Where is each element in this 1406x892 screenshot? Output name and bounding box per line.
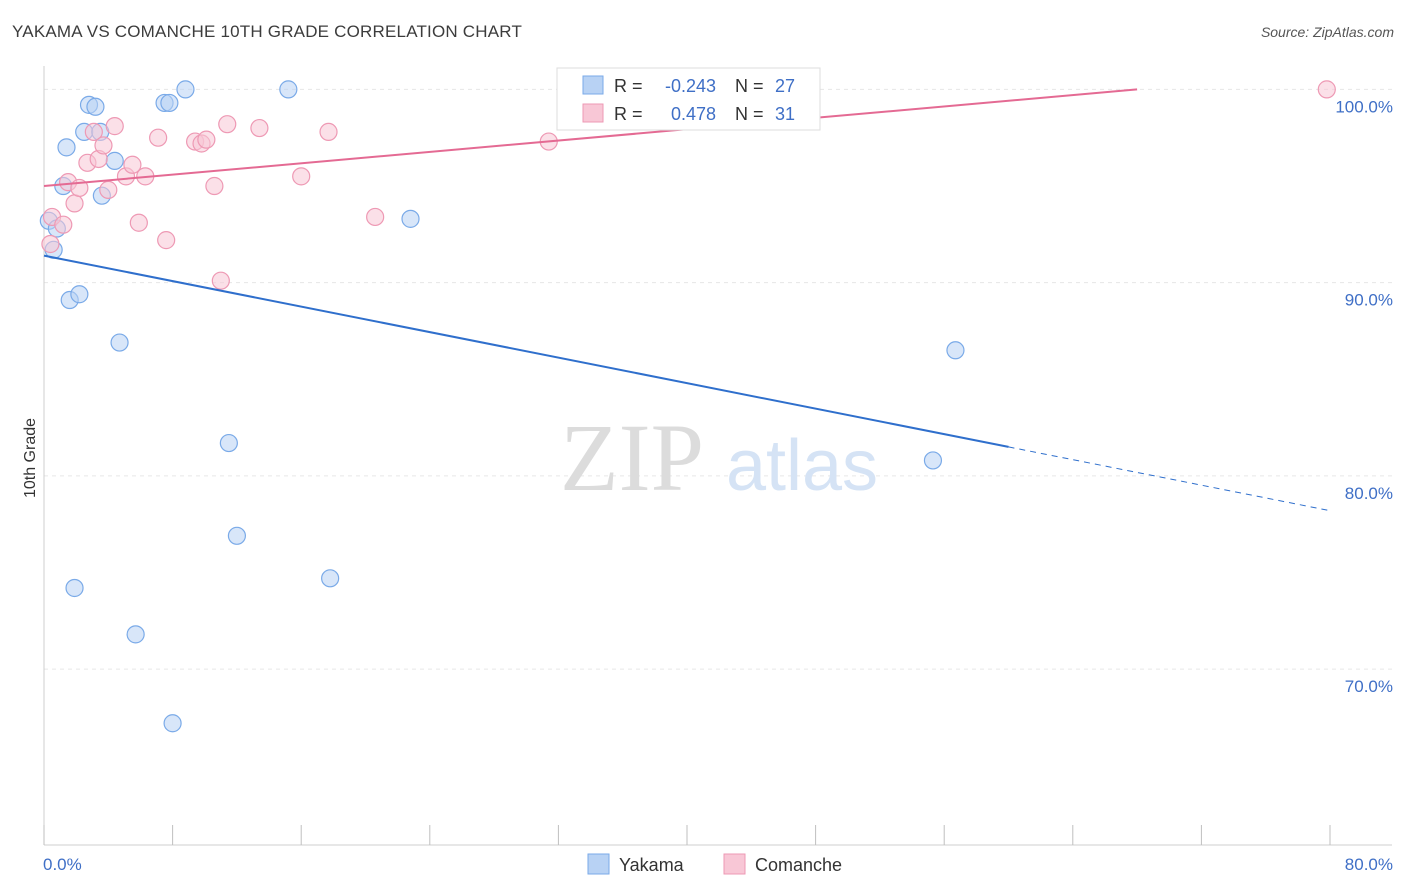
legend-r-value: -0.243 [665, 76, 716, 96]
yakama-point [946, 341, 965, 360]
stats-legend: R = -0.243 N = 27 R = 0.478 N = 31 [556, 67, 821, 131]
watermark: ZIP atlas [560, 404, 878, 511]
y-tick-label: 70.0% [1345, 677, 1393, 696]
comanche-point [99, 180, 118, 199]
x-tick-label: 0.0% [43, 855, 82, 874]
yakama-trend-extension [1008, 446, 1331, 512]
comanche-point [366, 207, 385, 227]
y-axis-title: 10th Grade [22, 418, 39, 498]
comanche-legend-label: Comanche [755, 855, 842, 875]
yakama-legend-label: Yakama [619, 855, 685, 875]
comanche-point [105, 117, 124, 136]
trend-lines [43, 88, 1331, 512]
comanche-point [54, 215, 73, 234]
legend-n-value: 27 [775, 76, 795, 96]
comanche-point [157, 231, 176, 250]
comanche-point [94, 136, 113, 155]
x-tick-label: 80.0% [1345, 855, 1393, 874]
comanche-point [1317, 80, 1336, 99]
chart-title: YAKAMA VS COMANCHE 10TH GRADE CORRELATIO… [12, 22, 523, 41]
comanche-legend-swatch [582, 103, 604, 123]
yakama-point [57, 138, 76, 157]
yakama-trend-line [43, 254, 1009, 448]
yakama-point [70, 285, 89, 304]
watermark-zip: ZIP [560, 404, 704, 511]
yakama-point [163, 714, 182, 733]
yakama-legend-swatch [582, 75, 604, 95]
source-label: Source: ZipAtlas.com [1260, 24, 1394, 40]
comanche-legend-marker [723, 853, 746, 875]
comanche-point [250, 118, 269, 138]
gridlines [44, 88, 1392, 670]
y-tick-labels: 70.0% 80.0% 90.0% 100.0% [1335, 97, 1393, 696]
yakama-point [105, 151, 124, 170]
yakama-legend-marker [587, 853, 610, 875]
comanche-point [123, 155, 142, 174]
yakama-point [160, 93, 179, 113]
yakama-point [126, 625, 145, 644]
yakama-point [401, 209, 420, 228]
comanche-point [197, 130, 216, 149]
y-tick-label: 80.0% [1345, 484, 1393, 503]
comanche-trend-line [43, 88, 1138, 188]
comanche-point [211, 271, 230, 290]
comanche-point [65, 194, 84, 213]
yakama-point [321, 569, 340, 588]
comanche-point [205, 176, 224, 196]
legend-r-label: R = [614, 104, 643, 124]
yakama-point [176, 80, 195, 99]
watermark-atlas: atlas [726, 426, 878, 506]
x-tick-labels: 0.0% 80.0% [43, 855, 1393, 874]
legend-n-label: N = [735, 76, 764, 96]
yakama-point [86, 97, 105, 116]
series-legend: Yakama Comanche [587, 853, 842, 875]
yakama-point [227, 526, 246, 545]
axes [43, 66, 1392, 846]
yakama-point [219, 433, 238, 453]
comanche-point [319, 122, 338, 142]
comanche-point [292, 167, 311, 186]
comanche-point [129, 213, 148, 232]
legend-r-value: 0.478 [671, 104, 716, 124]
legend-r-label: R = [614, 76, 643, 96]
yakama-point [65, 578, 84, 598]
y-tick-label: 90.0% [1345, 291, 1393, 310]
legend-n-label: N = [735, 104, 764, 124]
comanche-point [149, 128, 168, 147]
comanche-point [84, 122, 103, 142]
data-points [39, 80, 1336, 733]
comanche-point [41, 234, 60, 254]
yakama-point [279, 80, 298, 99]
comanche-point [218, 115, 237, 134]
yakama-point [110, 333, 129, 352]
legend-n-value: 31 [775, 104, 795, 124]
y-tick-label: 100.0% [1335, 97, 1393, 116]
yakama-point [923, 451, 943, 470]
